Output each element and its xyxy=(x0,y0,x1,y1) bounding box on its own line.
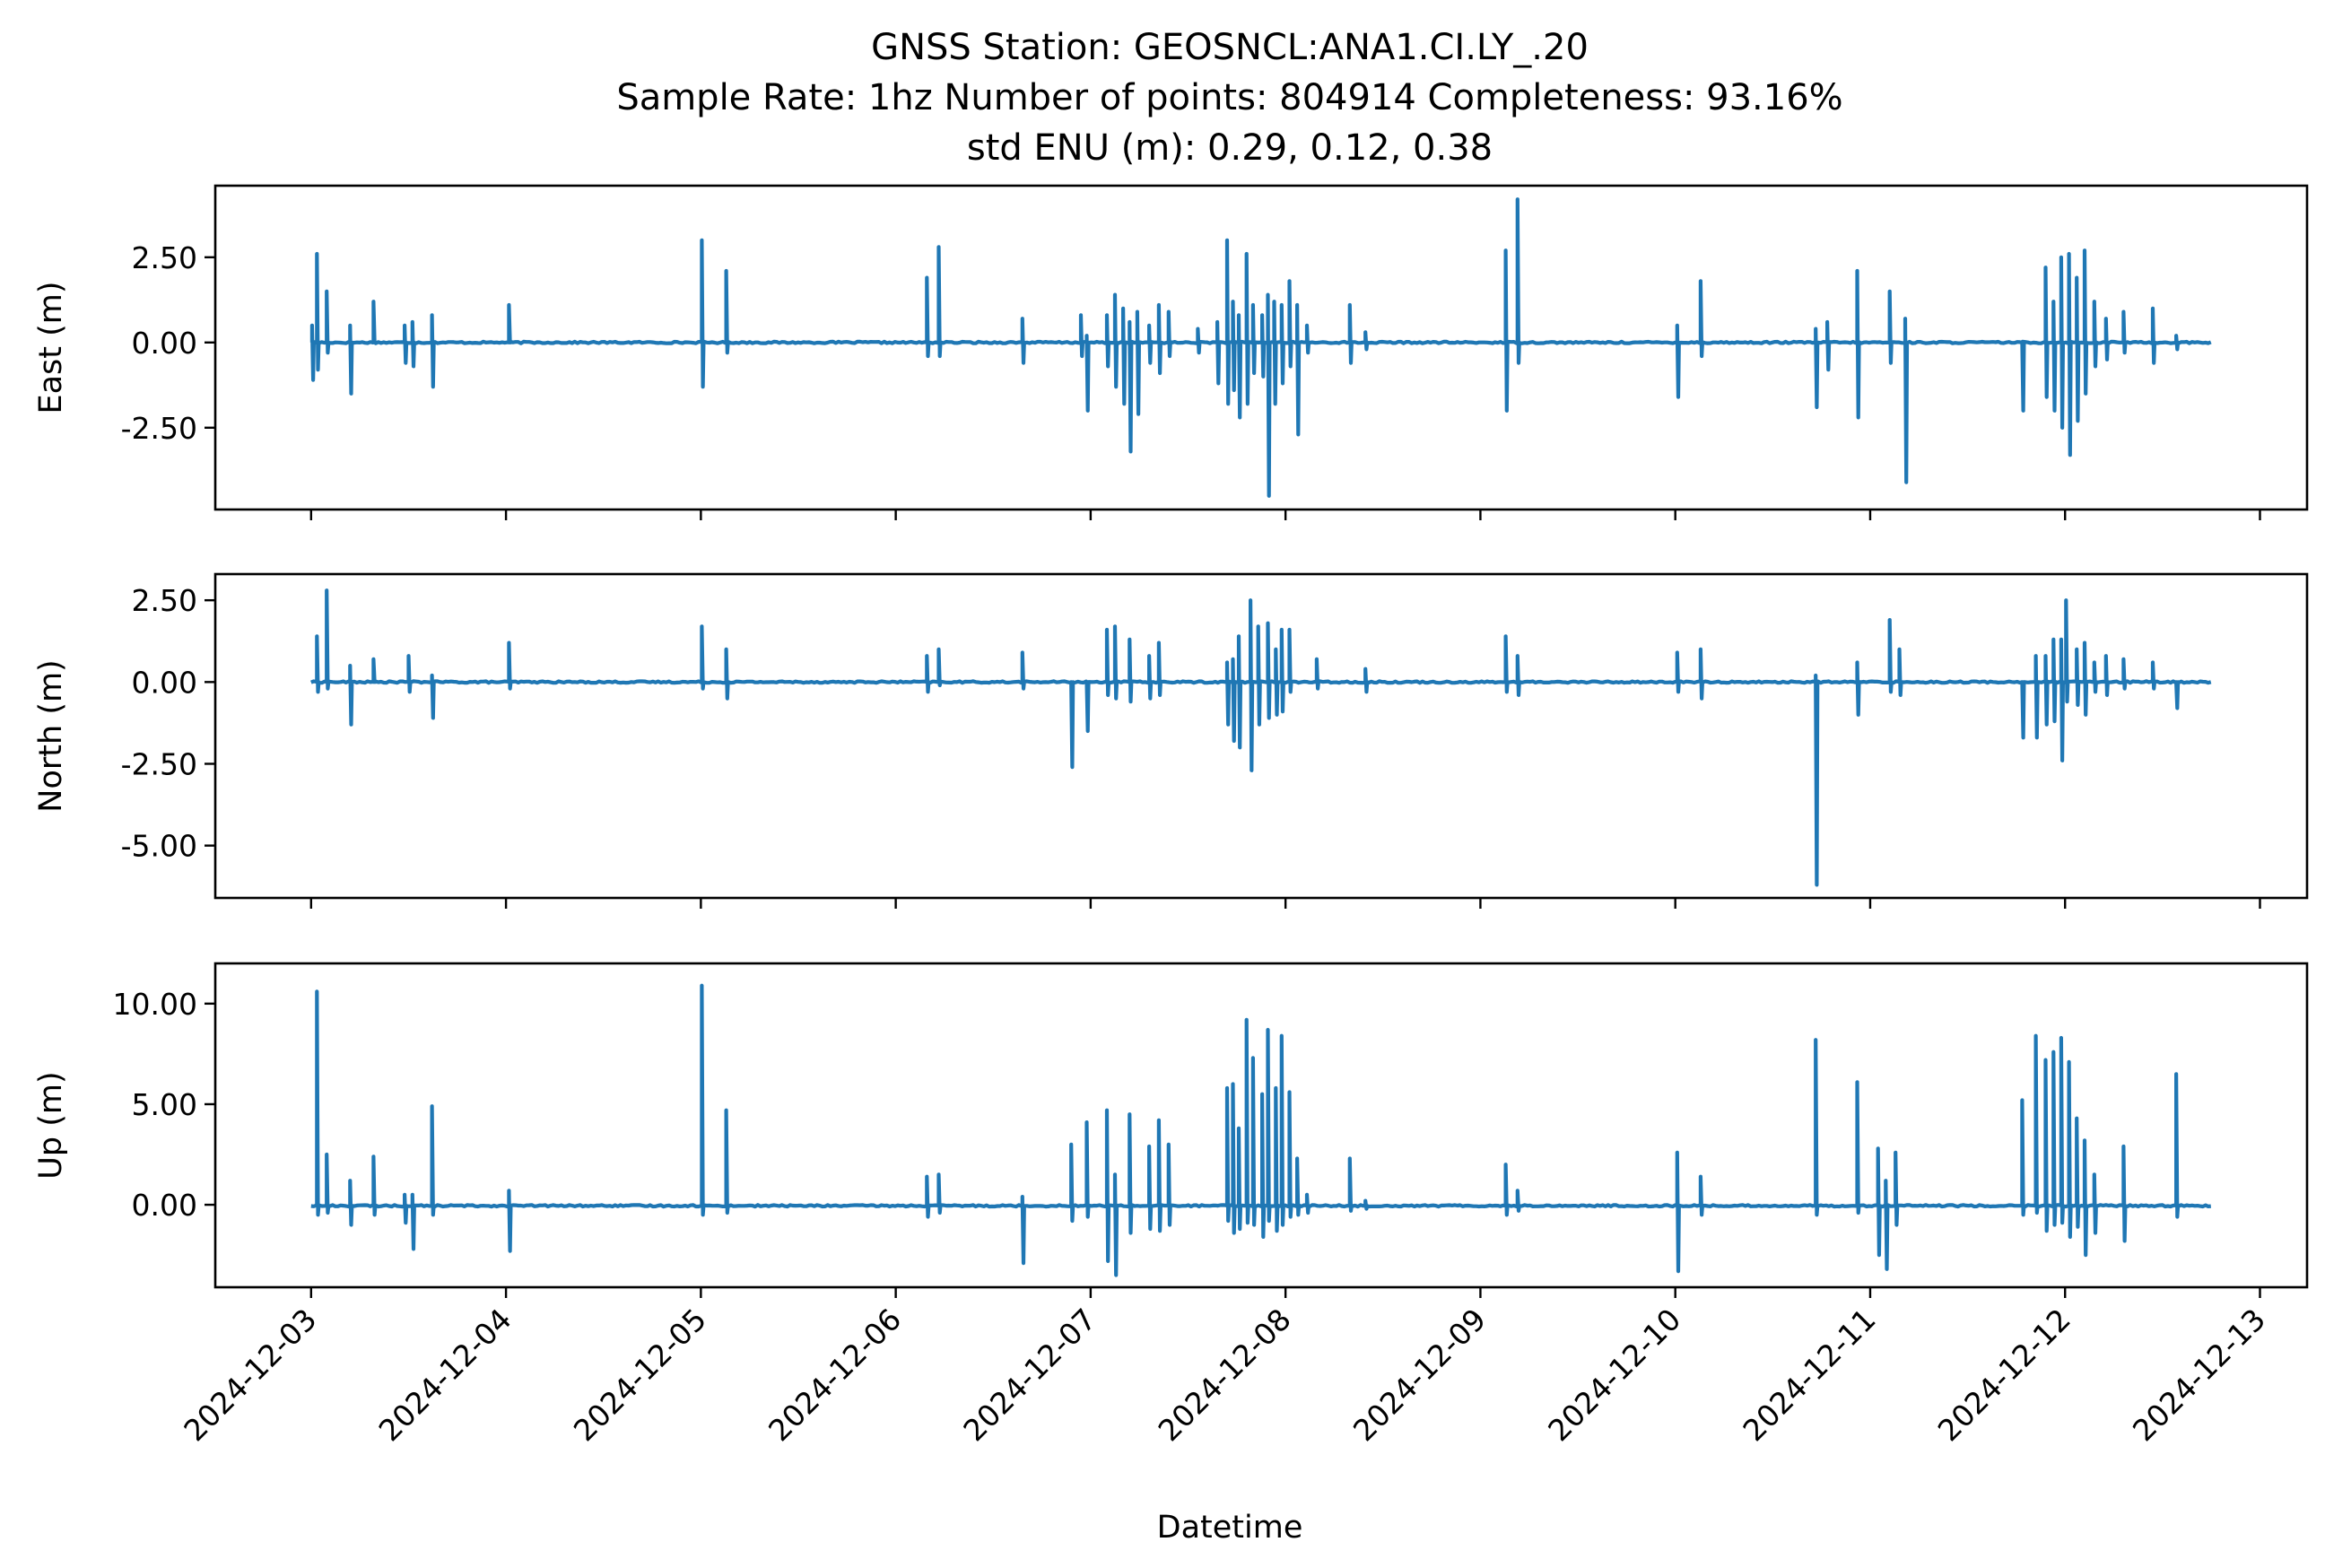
series-line xyxy=(309,197,2212,498)
north-panel: -5.00 -2.50 0.00 2.50 North (m) xyxy=(33,572,2309,909)
y-axis-label: North (m) xyxy=(33,659,69,812)
y-tick-label: 0.00 xyxy=(132,665,197,700)
y-axis-label: Up (m) xyxy=(33,1071,69,1179)
y-tick-label: 0.00 xyxy=(132,326,197,361)
plot-frame xyxy=(213,962,2309,1289)
y-axis-label: East (m) xyxy=(33,281,69,414)
y-tick-label: 5.00 xyxy=(132,1087,197,1122)
y-tick-label: 0.00 xyxy=(132,1188,197,1223)
y-tick-label: 2.50 xyxy=(132,240,197,275)
y-tick-label: 2.50 xyxy=(132,583,197,618)
plot-frame xyxy=(213,572,2309,900)
plot-frame xyxy=(213,184,2309,511)
figure-title-line-1: GNSS Station: GEOSNCL:ANA1.CI.LY_.20 xyxy=(871,27,1589,68)
series-line xyxy=(310,588,2212,887)
figure-title-line-2: Sample Rate: 1hz Number of points: 80491… xyxy=(616,77,1842,118)
y-tick-label: -2.50 xyxy=(121,746,197,781)
up-panel: 0.00 5.00 10.00 Up (m) xyxy=(33,962,2309,1298)
figure-title-line-3: std ENU (m): 0.29, 0.12, 0.38 xyxy=(967,127,1493,169)
series-line xyxy=(310,983,2212,1277)
east-panel: -2.50 0.00 2.50 East (m) xyxy=(33,184,2309,520)
y-tick-label: 10.00 xyxy=(113,987,197,1022)
y-tick-label: -2.50 xyxy=(121,411,197,446)
y-tick-label: -5.00 xyxy=(121,829,197,864)
x-axis-label: Datetime xyxy=(1157,1510,1303,1546)
